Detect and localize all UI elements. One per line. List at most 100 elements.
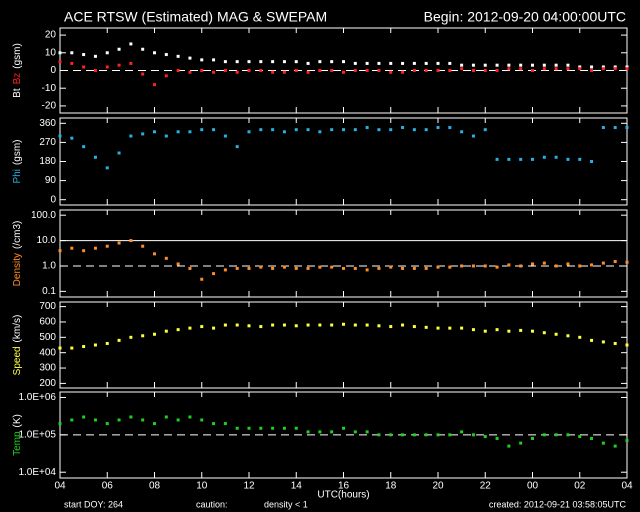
data-point [223, 422, 227, 426]
panel-frame [59, 301, 628, 389]
data-point [271, 128, 275, 132]
data-point [401, 266, 405, 270]
data-point [318, 265, 322, 269]
data-point [153, 51, 156, 55]
x-tick-label: 04 [54, 481, 66, 492]
data-point [82, 345, 86, 349]
data-point [401, 323, 405, 327]
data-point [342, 266, 345, 270]
data-point [176, 69, 180, 72]
data-point [330, 430, 334, 434]
data-point [542, 331, 546, 335]
data-point [365, 69, 369, 72]
data-point [377, 433, 381, 437]
data-point [460, 130, 464, 134]
y-axis-label: Speed (km/s) [12, 315, 23, 376]
data-point [93, 246, 97, 250]
data-point [82, 53, 86, 57]
data-point [377, 324, 381, 328]
data-point [223, 134, 227, 138]
data-point [306, 323, 310, 327]
data-point [625, 260, 629, 264]
data-point [483, 63, 487, 67]
data-point [519, 264, 523, 268]
y-tick-label: 270 [39, 137, 56, 148]
data-point [424, 325, 428, 329]
data-point [176, 418, 180, 422]
data-point [412, 433, 416, 437]
data-point [471, 264, 475, 268]
x-tick-label: 20 [432, 481, 444, 492]
data-point [200, 128, 204, 132]
chart-subtitle: Begin: 2012-09-20 04:00:00UTC [424, 9, 626, 25]
data-point [141, 72, 145, 76]
data-point [105, 65, 109, 69]
data-point [235, 426, 239, 430]
y-axis-label-part: (gsm) [12, 139, 23, 165]
data-point [389, 128, 393, 132]
data-point [58, 51, 62, 55]
data-point [495, 157, 499, 161]
data-point [164, 415, 168, 419]
y-tick-label: 600 [39, 317, 56, 328]
data-point [70, 246, 74, 250]
data-point [531, 69, 534, 72]
data-point [448, 69, 452, 72]
data-point [259, 60, 263, 64]
data-point [471, 328, 475, 332]
data-point [330, 323, 334, 327]
data-point [601, 65, 605, 69]
data-point [223, 69, 227, 72]
data-point [259, 426, 263, 430]
data-point [554, 433, 558, 437]
data-point [460, 430, 464, 434]
data-point [601, 340, 605, 344]
data-point [105, 422, 109, 426]
data-point [282, 60, 286, 64]
data-point [483, 128, 487, 132]
data-point [365, 323, 369, 327]
data-point [294, 60, 298, 64]
x-tick-label: 08 [149, 481, 161, 492]
y-axis-label-part: Speed [12, 346, 23, 375]
data-point [212, 58, 216, 62]
data-point [613, 444, 617, 448]
data-point [247, 69, 251, 72]
data-point [412, 266, 416, 270]
data-point [495, 436, 499, 440]
data-point [330, 128, 334, 132]
data-point [542, 155, 546, 159]
data-point [188, 326, 192, 330]
data-point [471, 63, 475, 67]
chart-title: ACE RTSW (Estimated) MAG & SWEPAM [64, 9, 327, 25]
data-point [436, 61, 440, 65]
data-point [330, 60, 334, 64]
data-point [566, 63, 570, 67]
data-point [590, 436, 594, 440]
data-point [70, 418, 74, 422]
data-point [353, 430, 357, 434]
data-point [448, 433, 452, 437]
x-tick-label: 04 [621, 481, 633, 492]
data-point [164, 134, 168, 138]
data-point [58, 422, 62, 426]
data-point [129, 335, 133, 339]
data-point [70, 346, 74, 350]
y-axis-label-part: (K) [12, 414, 23, 427]
data-point [625, 65, 629, 69]
data-point [601, 126, 605, 130]
data-point [200, 325, 204, 329]
data-point [554, 264, 558, 268]
y-tick-label: 1.0E+05 [18, 429, 56, 440]
data-point [389, 265, 393, 269]
y-axis-label: Phi (gsm) [12, 139, 23, 183]
x-tick-label: 10 [196, 481, 208, 492]
data-point [271, 323, 275, 327]
data-point [141, 47, 145, 51]
data-point [578, 335, 582, 339]
data-point [153, 252, 156, 256]
data-point [247, 266, 251, 270]
data-point [235, 323, 239, 327]
data-point [223, 323, 227, 327]
data-point [448, 326, 452, 330]
